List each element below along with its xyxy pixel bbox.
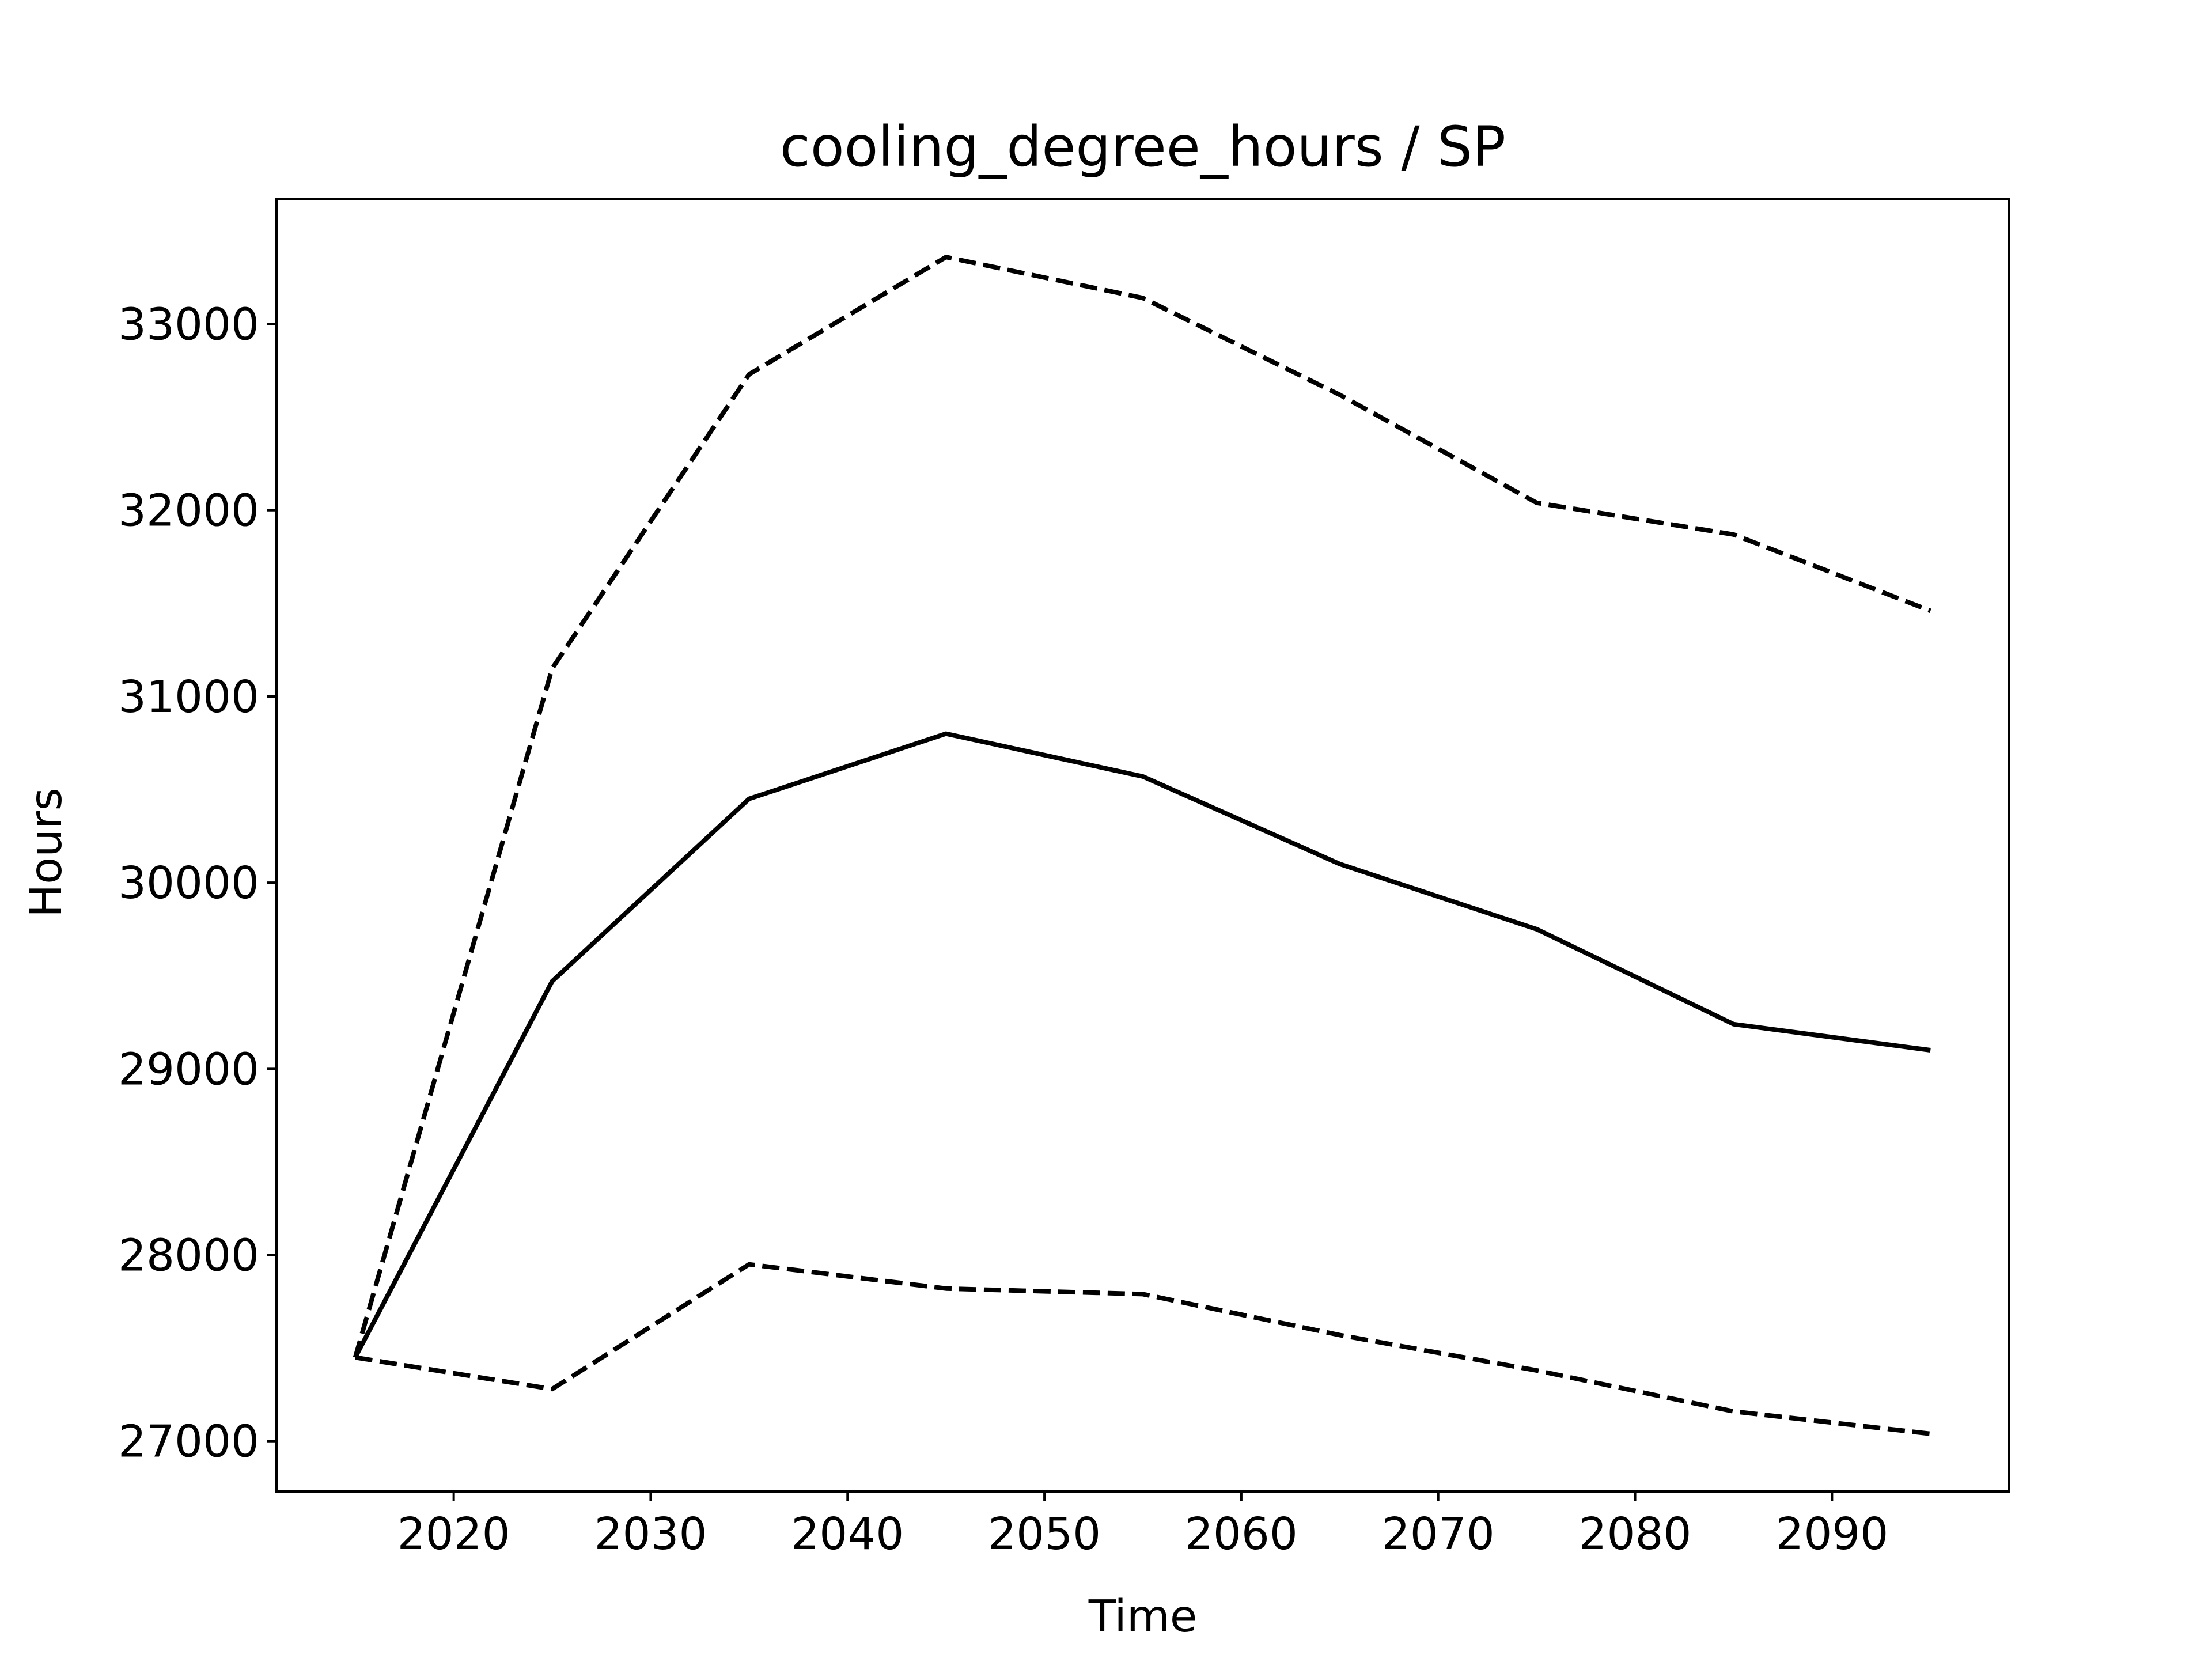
x-tick-label: 2020 xyxy=(397,1509,510,1560)
x-tick-label: 2040 xyxy=(791,1509,904,1560)
y-tick-label: 27000 xyxy=(118,1417,259,1468)
y-tick-label: 29000 xyxy=(118,1044,259,1095)
x-tick-label: 2060 xyxy=(1185,1509,1298,1560)
x-axis-label: Time xyxy=(1088,1591,1197,1642)
series-central-line xyxy=(353,731,1931,1359)
y-tick-label: 28000 xyxy=(118,1231,259,1282)
y-tick-label: 33000 xyxy=(118,300,259,351)
series-upper-bound-line xyxy=(353,255,1931,1358)
x-axis: 2020 2030 2040 2050 2060 2070 2080 2090 xyxy=(397,1491,1888,1560)
y-tick-label: 31000 xyxy=(118,672,259,723)
series-lower-bound-line xyxy=(355,1262,1931,1436)
plot-area-frame xyxy=(275,198,2010,1493)
chart-title: cooling_degree_hours / SP xyxy=(780,115,1506,179)
y-axis-label: Hours xyxy=(21,788,72,918)
series-layer xyxy=(353,255,1931,1436)
y-tick-label: 32000 xyxy=(118,486,259,537)
x-tick-label: 2090 xyxy=(1775,1509,1888,1560)
x-tick-label: 2050 xyxy=(988,1509,1101,1560)
x-tick-label: 2080 xyxy=(1579,1509,1692,1560)
x-tick-label: 2070 xyxy=(1382,1509,1495,1560)
x-tick-label: 2030 xyxy=(594,1509,707,1560)
y-axis: 27000 28000 29000 30000 31000 32000 33000 xyxy=(118,300,276,1468)
y-tick-label: 30000 xyxy=(118,858,259,909)
